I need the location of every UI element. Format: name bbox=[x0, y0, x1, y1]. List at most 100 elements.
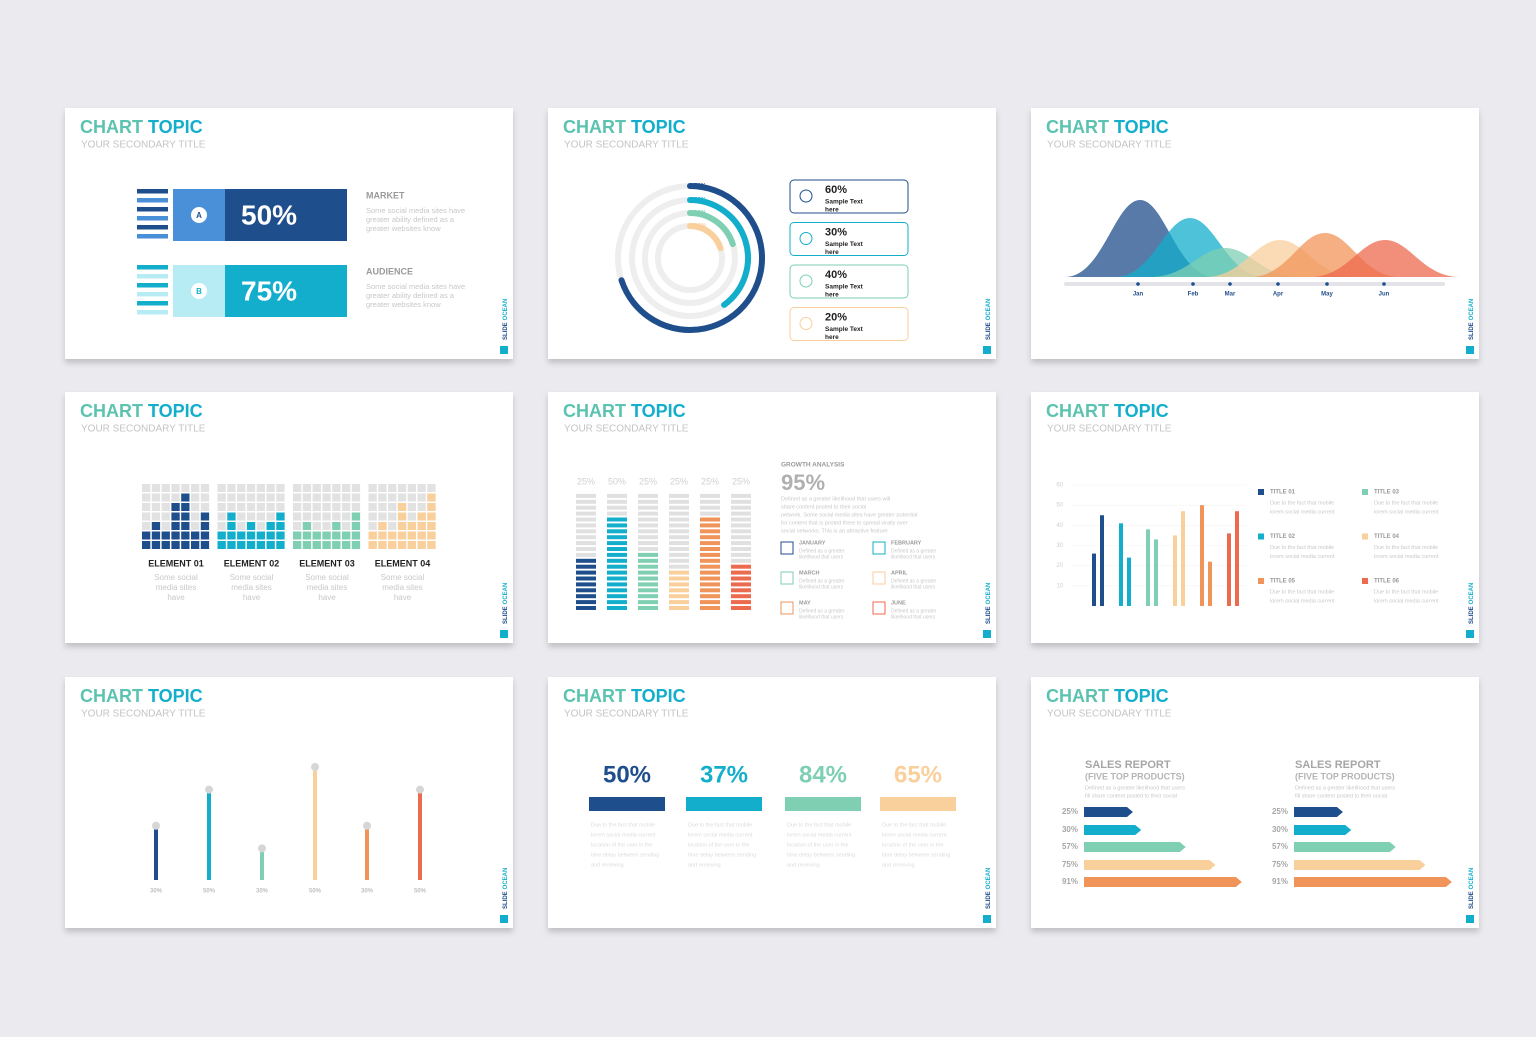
waffle-cell bbox=[266, 512, 275, 521]
bar-track bbox=[731, 499, 751, 504]
legend-name: TITLE 06 bbox=[1374, 579, 1400, 585]
lollipop-head bbox=[311, 763, 319, 771]
body-text: Sample Text bbox=[825, 326, 864, 333]
title-a: CHART bbox=[563, 401, 626, 421]
slide-subtitle: YOUR SECONDARY TITLE bbox=[81, 424, 206, 435]
waffle-cell bbox=[388, 493, 397, 502]
stat-value: 65% bbox=[894, 761, 942, 788]
card-value: 60% bbox=[825, 184, 847, 196]
waffle-fill bbox=[332, 541, 341, 549]
body-text: network. Some social media sites have gr… bbox=[781, 512, 917, 518]
lollipop-bar bbox=[365, 825, 369, 880]
body-text: time delay between sending bbox=[787, 852, 855, 858]
legend-square bbox=[1258, 578, 1264, 584]
y-tick-label: 30 bbox=[1056, 543, 1063, 549]
bar bbox=[1227, 533, 1231, 606]
brand: SLIDEOCEAN bbox=[1469, 299, 1475, 340]
title-a: CHART bbox=[80, 117, 143, 137]
y-tick-label: 60 bbox=[1056, 483, 1063, 489]
bar-segment bbox=[669, 582, 689, 587]
brand-a: SLIDE bbox=[503, 606, 509, 624]
waffle-cell bbox=[161, 493, 170, 502]
waffle-cell bbox=[351, 484, 361, 492]
percent: 50% bbox=[241, 199, 297, 230]
body-text: Sample Text bbox=[825, 284, 864, 291]
bar-track bbox=[576, 499, 596, 504]
body-text: location of the user in the bbox=[787, 842, 848, 848]
body-text: for content that is posted there to spre… bbox=[781, 520, 908, 526]
bar-track bbox=[607, 493, 627, 498]
waffle-fill bbox=[217, 531, 226, 540]
bar-segment bbox=[607, 564, 627, 569]
waffle-cell bbox=[388, 503, 397, 511]
brand-a: SLIDE bbox=[986, 891, 992, 909]
bar-track bbox=[700, 511, 720, 516]
waffle-cell bbox=[266, 484, 275, 492]
body-text: social networks. This is an attractive f… bbox=[781, 528, 888, 534]
waffle-fill bbox=[302, 531, 312, 540]
bar-track bbox=[669, 552, 689, 557]
letter: A bbox=[196, 211, 202, 220]
panel-title: SALES REPORT bbox=[1295, 759, 1381, 771]
legend-square bbox=[1258, 489, 1264, 495]
bar-track bbox=[731, 505, 751, 510]
waffle-cell bbox=[302, 493, 312, 502]
bar-segment bbox=[607, 552, 627, 557]
slide: CHART TOPIC YOUR SECONDARY TITLE SLIDEOCEAN… bbox=[548, 392, 996, 643]
waffle-fill bbox=[342, 531, 351, 540]
bar-segment bbox=[731, 582, 751, 587]
waffle-fill bbox=[322, 531, 331, 540]
card-icon bbox=[799, 274, 813, 288]
waffle-fill bbox=[378, 531, 387, 540]
card-icon bbox=[799, 232, 813, 245]
waffle-cell bbox=[151, 484, 161, 492]
bar-segment bbox=[731, 576, 751, 581]
stripe bbox=[137, 234, 168, 239]
bar-segment bbox=[638, 570, 658, 575]
waffle-fill bbox=[217, 541, 226, 549]
body-text: time delay between sending bbox=[882, 852, 950, 858]
brand-a: SLIDE bbox=[986, 606, 992, 624]
body-text: Defined as a greater likelihood that use… bbox=[1295, 785, 1395, 791]
legend-name: TITLE 01 bbox=[1270, 490, 1296, 496]
bar bbox=[1119, 523, 1123, 606]
body-text: here bbox=[825, 249, 839, 256]
waffle-cell bbox=[142, 484, 151, 492]
bar-segment bbox=[669, 588, 689, 593]
card-icon bbox=[799, 189, 813, 203]
body-text: Due to the fact that mobile bbox=[787, 822, 851, 828]
arrow-bar bbox=[1294, 825, 1352, 835]
bar-track bbox=[576, 517, 596, 522]
body-text: Some social bbox=[154, 573, 198, 582]
bar-track bbox=[638, 511, 658, 516]
legend-square bbox=[1362, 489, 1368, 495]
lollipop-label: 30% bbox=[361, 889, 374, 895]
body-text: location of the user in the bbox=[591, 842, 652, 848]
body-text: likelihood that users bbox=[891, 584, 936, 590]
slide-title: CHART TOPIC bbox=[563, 117, 686, 137]
body-text: media sites bbox=[156, 583, 196, 592]
bar-track bbox=[669, 558, 689, 563]
card-icon bbox=[799, 317, 813, 330]
bar bbox=[1200, 505, 1204, 606]
body-text: Some social bbox=[381, 573, 425, 582]
waffle-fill bbox=[181, 512, 190, 521]
brand: SLIDEOCEAN bbox=[986, 868, 992, 909]
bar-track bbox=[638, 523, 658, 528]
waffle-fill bbox=[181, 541, 190, 549]
waffle-fill bbox=[200, 531, 210, 540]
arrow-bar bbox=[1294, 877, 1452, 887]
panel-title: SALES REPORT bbox=[1085, 759, 1171, 771]
slide-bg bbox=[65, 392, 513, 643]
body-text: time delay between sending bbox=[591, 852, 659, 858]
month-label: Jun bbox=[1379, 292, 1390, 298]
waffle-cell bbox=[342, 484, 351, 492]
bar-segment bbox=[638, 606, 658, 610]
stripe bbox=[137, 189, 168, 194]
bar-track bbox=[700, 505, 720, 510]
waffle-cell bbox=[378, 484, 387, 492]
lollipop-head bbox=[258, 844, 266, 853]
body-text: Due to the fact that mobile bbox=[1270, 589, 1334, 595]
bar-segment bbox=[700, 606, 720, 610]
